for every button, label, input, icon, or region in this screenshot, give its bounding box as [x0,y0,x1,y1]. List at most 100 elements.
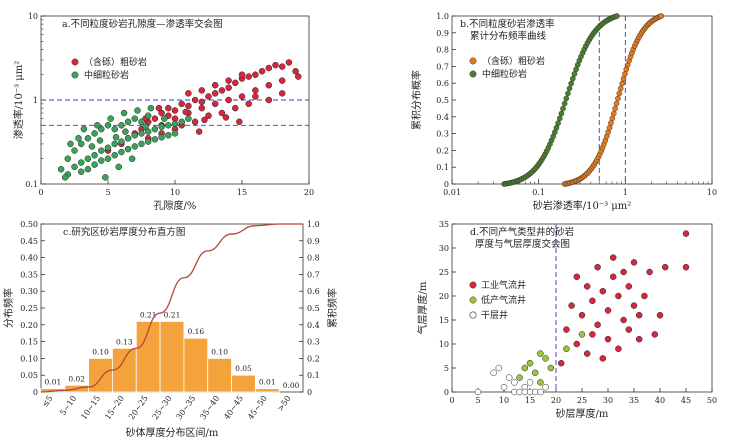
legend-marker-d-dry [469,311,477,319]
point-coarse [278,77,286,84]
point-coarse [171,107,179,114]
bar-value-label: 0.10 [92,347,109,356]
panel-a: a.不同粒度砂岩孔隙度—渗透率交会图 孔隙度/% 渗透率/10⁻³ μm² 0 5… [12,12,314,212]
point-fine [84,135,92,142]
point-industrial [682,263,690,271]
cumulative-curve [40,223,303,393]
histogram-bar [207,357,232,393]
panel-c-ylabel: 分布频率 [2,288,15,328]
point-fine [77,140,85,148]
curve-point-fine [563,95,570,102]
point-coarse [232,79,239,87]
panel-a-legend: （含砾）粗砂岩 中细粒砂岩 [71,56,147,81]
curve-point-fine [555,120,561,126]
curve-point-fine [570,75,576,82]
panel-c: c.研究区砂岩厚度分布直方图 砂体厚度分布区间/m 分布频率 累积频率 0 0.0… [2,220,339,439]
point-industrial [656,311,664,319]
x-tick-label-b: 0.01 [443,188,461,197]
y2-tick-label-c: 0.2 [307,354,320,363]
curve-point-fine [558,110,565,117]
y-tick-label-b: 0.4 [436,113,449,122]
point-fine [84,165,92,173]
point-industrial [641,292,648,300]
point-fine [98,125,105,133]
y2-tick-label-c: 0.9 [307,237,320,246]
point-dry [542,383,549,391]
point-fine [185,115,192,122]
y-tick-label-d: 5 [444,364,449,373]
x-tick-label-c: >50 [276,394,293,413]
point-fine [71,163,78,171]
point-fine [131,143,139,150]
panel-d-plot: 0 5 10 15 20 25 30 35 40 45 50 0 5 10 15 20 25 30 35 [439,220,717,405]
point-dry [490,369,497,377]
point-fine [80,125,88,133]
y2-tick-label-c: 0.3 [307,338,320,347]
point-coarse [225,84,232,91]
point-fine [111,151,118,159]
point-industrial [573,340,581,348]
point-fine [94,122,101,129]
x-tick-label-c: 45~50 [246,394,269,421]
point-fine [122,128,129,135]
point-fine [102,174,109,181]
panel-a-xlabel: 孔隙度/% [154,199,197,212]
curve-point-coarse [658,13,665,19]
point-coarse [182,108,189,116]
x-tick-label-c: 15~20 [103,394,126,421]
x-tick-label-a: 5 [105,188,110,197]
point-dry [526,379,534,386]
panel-c-y2label: 累积频率 [326,288,339,328]
point-fine [104,144,112,152]
bar-value-label: 0.21 [140,310,157,319]
point-fine [96,137,104,144]
point-coarse [265,64,273,72]
y-tick-label-a: 10 [28,12,38,21]
point-coarse [205,112,212,119]
point-fine [104,155,112,162]
x-tick-label-c: 30~35 [175,394,198,421]
point-dry [500,383,508,391]
panel-c-plot: 00.050.100.150.200.250.300.350.400.450.5… [20,220,320,421]
point-coarse [238,93,246,100]
curve-point-coarse [620,75,627,82]
point-fine [144,128,152,135]
point-industrial [604,335,612,343]
y-tick-label-d: 0 [444,388,449,397]
point-fine [171,120,179,128]
x-tick-label-a: 15 [237,188,247,197]
histogram-bar [183,337,209,393]
point-fine [138,140,145,148]
legend-marker-b-coarse [469,57,477,65]
point-coarse [218,109,226,117]
panel-b-title-line1: b.不同粒度砂岩渗透率 [460,18,555,30]
point-industrial [615,292,622,300]
curve-point-coarse [617,85,624,92]
x-tick-label-d: 20 [551,396,561,405]
point-industrial [594,263,601,271]
point-fine [165,122,172,129]
y-tick-label-c: 0.50 [20,220,38,229]
point-fine [144,112,152,119]
point-fine [75,135,82,142]
bar-value-label: 0.13 [116,337,133,346]
y-tick-label-b: 0.2 [436,146,449,155]
point-low-yield [542,355,549,362]
point-coarse [232,104,239,112]
point-industrial [615,345,622,353]
y-tick-label-c: 0.25 [20,304,38,313]
x-tick-label-a: 0 [38,188,43,197]
point-coarse [258,67,266,75]
y-tick-label-d: 25 [439,268,449,277]
point-fine [91,130,98,137]
point-coarse [278,63,286,70]
y-tick-label-a: 1 [33,96,38,105]
x-tick-label-d: 0 [449,396,454,405]
x-tick-label-c: 20~25 [127,394,150,421]
point-coarse [238,71,246,78]
point-dry [511,379,518,386]
y-tick-label-b: 0 [444,180,449,189]
point-coarse [252,93,259,100]
point-industrial [583,350,591,357]
point-coarse [198,98,206,106]
